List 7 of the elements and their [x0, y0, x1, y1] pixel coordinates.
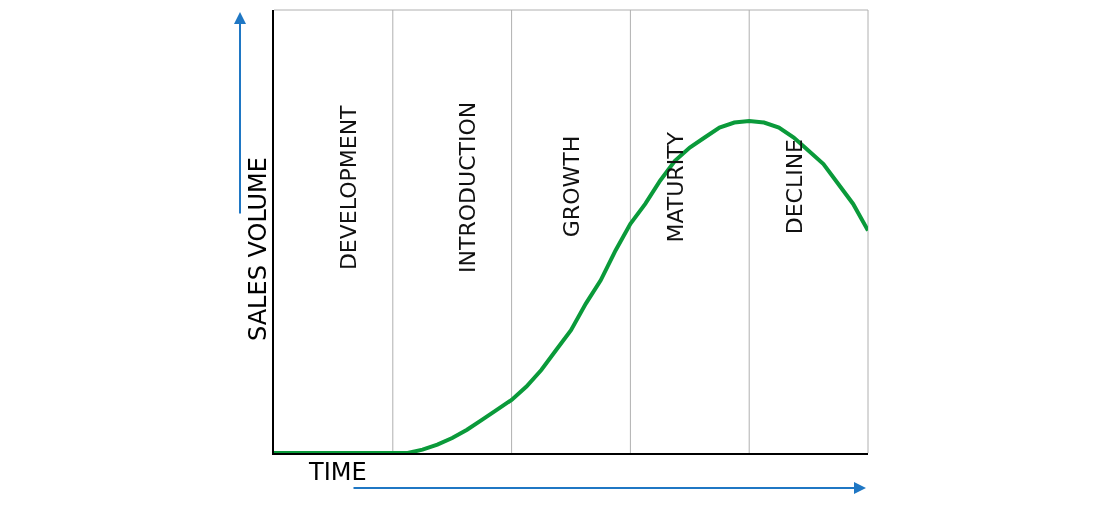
annotation: GROWTH: [558, 135, 584, 238]
annotation: DEVELOPMENT: [335, 104, 361, 271]
annotation: DECLINE: [781, 138, 807, 235]
annotation: INTRODUCTION: [454, 101, 480, 273]
x-axis-title: TIME: [308, 458, 367, 486]
y-axis-title: SALES VOLUME: [244, 157, 272, 341]
annotation: MATURITY: [663, 131, 689, 243]
